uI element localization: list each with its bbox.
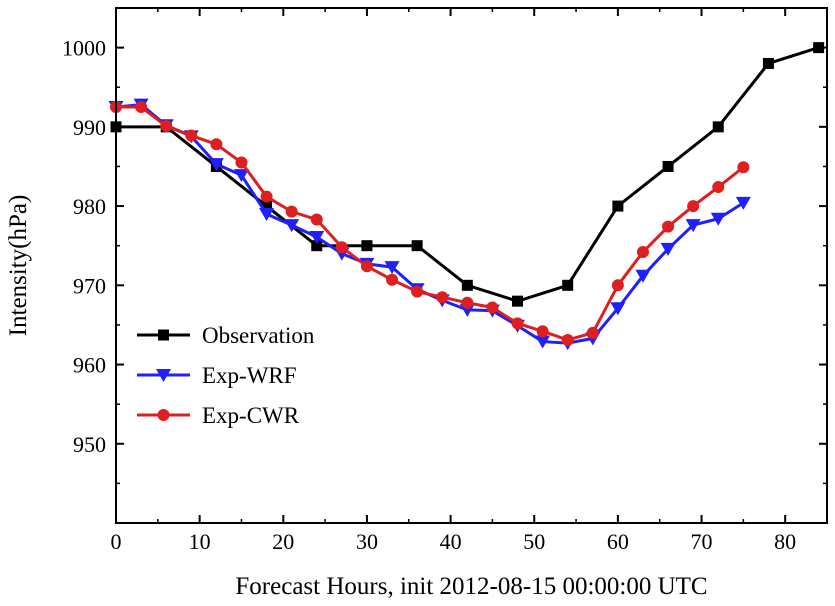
legend-label: Observation	[202, 323, 315, 348]
data-point	[260, 190, 273, 203]
data-point	[486, 301, 499, 314]
plot-frame	[115, 7, 828, 524]
data-point	[662, 220, 675, 233]
data-point	[310, 213, 323, 226]
x-tick-label: 70	[691, 529, 713, 554]
data-point	[660, 242, 676, 256]
legend-swatch-marker	[157, 409, 170, 421]
data-point	[735, 196, 751, 210]
data-point	[411, 240, 423, 252]
legend-item-observation: Observation	[137, 323, 315, 348]
data-point	[636, 246, 649, 259]
series-line	[116, 46, 820, 303]
x-tick-label: 50	[523, 529, 545, 554]
data-point	[335, 241, 348, 254]
data-point	[285, 205, 298, 218]
data-point	[762, 57, 774, 69]
data-point	[461, 296, 474, 309]
data-point	[259, 208, 275, 221]
data-point	[311, 240, 323, 252]
data-point	[687, 200, 700, 213]
data-point	[436, 291, 449, 304]
y-tick-label: 970	[73, 273, 106, 298]
legend-label: Exp-WRF	[202, 363, 297, 388]
data-point	[586, 326, 599, 339]
data-point	[710, 212, 726, 226]
x-axis-label: Forecast Hours, init 2012-08-15 00:00:00…	[235, 573, 707, 600]
data-point	[512, 295, 524, 307]
tick-layer: 0 10 20 30 40 50 60 70 80 950 960 970 980 990 1000	[62, 8, 827, 554]
data-point	[210, 138, 223, 151]
x-tick-label: 60	[607, 529, 629, 554]
data-point	[361, 240, 373, 252]
series-line	[115, 103, 745, 345]
y-tick-label: 980	[73, 194, 106, 219]
data-point	[309, 230, 325, 244]
x-tick-label: 10	[189, 529, 211, 554]
x-tick-label: 20	[272, 529, 294, 554]
data-point	[813, 42, 825, 54]
legend-swatch-marker	[156, 369, 171, 382]
y-axis-label: Intensity(hPa)	[5, 195, 32, 337]
data-point	[360, 260, 373, 273]
data-point	[185, 129, 198, 142]
data-point	[635, 269, 651, 283]
legend-item-exp-wrf: Exp-WRF	[137, 363, 297, 388]
data-point	[737, 161, 750, 174]
data-point	[611, 279, 624, 292]
data-point	[384, 261, 400, 275]
series-exp-cwr	[110, 101, 750, 346]
data-point	[461, 279, 473, 291]
legend-swatch-marker	[158, 329, 169, 341]
data-point	[160, 120, 173, 133]
data-point	[685, 219, 701, 233]
data-point	[235, 156, 248, 169]
y-tick-label: 960	[73, 353, 106, 378]
data-point	[662, 160, 674, 172]
x-tick-label: 80	[774, 529, 796, 554]
data-point	[612, 200, 624, 212]
data-point	[411, 285, 424, 298]
data-point	[562, 279, 574, 291]
legend: Observation Exp-WRF Exp-CWR	[137, 323, 315, 428]
y-tick-label: 990	[73, 115, 106, 140]
data-point	[561, 333, 574, 346]
data-point	[712, 121, 724, 133]
data-point	[610, 302, 626, 316]
x-tick-label: 40	[440, 529, 462, 554]
y-tick-label: 950	[73, 432, 106, 457]
data-point	[386, 273, 399, 286]
x-tick-label: 30	[356, 529, 378, 554]
data-point	[712, 181, 725, 194]
data-point	[233, 169, 249, 183]
series-exp-wrf	[108, 98, 751, 351]
series-line	[116, 105, 745, 342]
series-observation	[110, 42, 825, 307]
series-layer	[108, 42, 825, 351]
legend-label: Exp-CWR	[202, 403, 300, 428]
data-point	[208, 158, 224, 172]
data-point	[535, 335, 551, 349]
data-point	[135, 101, 148, 114]
data-point	[511, 317, 524, 330]
data-point	[536, 325, 549, 338]
data-point	[261, 200, 273, 212]
y-tick-label: 1000	[62, 36, 106, 61]
legend-item-exp-cwr: Exp-CWR	[137, 403, 300, 428]
data-point	[284, 219, 300, 233]
x-tick-label: 0	[111, 529, 122, 554]
